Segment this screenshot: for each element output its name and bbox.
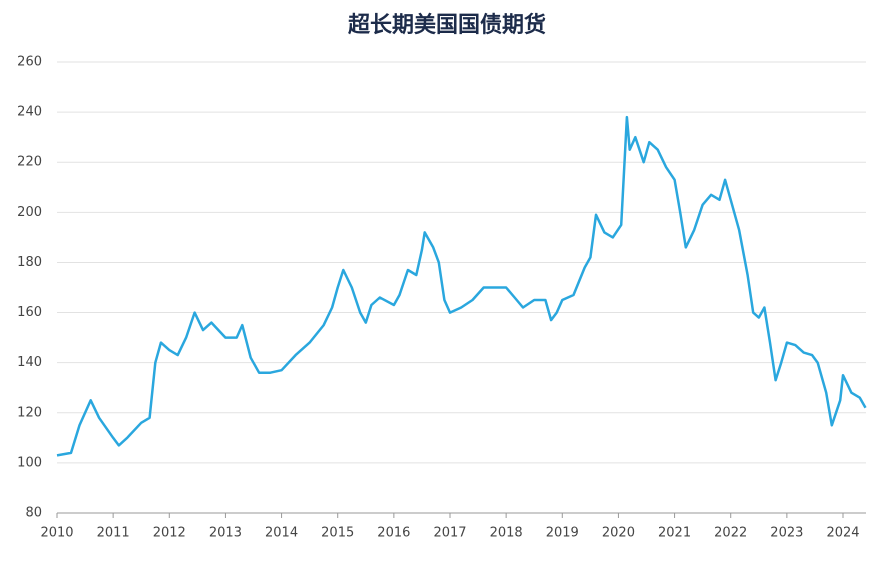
line bbox=[56, 115, 867, 457]
x-tick-label: 2011 bbox=[97, 526, 130, 541]
x-tick-label: 2017 bbox=[433, 526, 466, 541]
x-tick-label: 2018 bbox=[490, 526, 523, 541]
y-tick-label: 120 bbox=[17, 405, 42, 420]
y-tick-label: 220 bbox=[17, 155, 42, 170]
x-tick-label: 2023 bbox=[770, 526, 803, 541]
x-tick-label: 2019 bbox=[546, 526, 579, 541]
x-tick-label: 2015 bbox=[321, 526, 354, 541]
x-tick-label: 2016 bbox=[377, 526, 410, 541]
x-tick-label: 2010 bbox=[40, 526, 73, 541]
y-tick-label: 260 bbox=[17, 55, 42, 70]
chart-title: 超长期美国国债期货 bbox=[348, 12, 546, 38]
x-tick-label: 2024 bbox=[826, 526, 859, 541]
y-tick-label: 160 bbox=[17, 305, 42, 320]
x-tick-label: 2022 bbox=[714, 526, 747, 541]
y-tick-label: 240 bbox=[17, 105, 42, 120]
x-tick-label: 2013 bbox=[209, 526, 242, 541]
x-tick-label: 2021 bbox=[658, 526, 691, 541]
y-tick-label: 180 bbox=[17, 255, 42, 270]
y-tick-label: 80 bbox=[25, 506, 42, 521]
y-tick-label: 140 bbox=[17, 355, 42, 370]
y-tick-label: 100 bbox=[17, 455, 42, 470]
x-tick-label: 2012 bbox=[153, 526, 186, 541]
x-tick-label: 2020 bbox=[602, 526, 635, 541]
x-tick-label: 2014 bbox=[265, 526, 298, 541]
y-tick-label: 200 bbox=[17, 205, 42, 220]
